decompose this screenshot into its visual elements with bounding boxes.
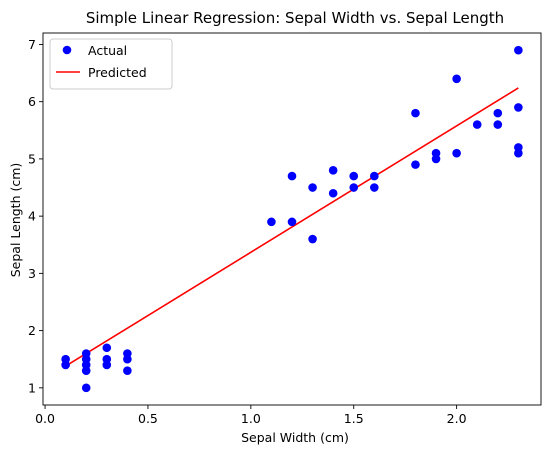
legend: Actual Predicted: [49, 38, 173, 90]
y-tick-label: 1: [28, 380, 36, 395]
x-tick-label: 1.5: [344, 411, 364, 426]
data-point: [349, 183, 359, 192]
data-point: [452, 148, 461, 158]
data-point: [514, 103, 523, 112]
legend-box: [49, 38, 173, 90]
plot-area: 0.0 0.5 1.0 1.5 2.0 1 2 3 4 5 6 7: [28, 32, 542, 426]
data-point: [514, 148, 523, 158]
data-point: [370, 183, 379, 192]
data-point: [287, 171, 297, 181]
regression-line: [65, 87, 519, 367]
data-point: [493, 108, 503, 118]
data-point: [123, 366, 132, 375]
data-point: [431, 154, 441, 164]
x-axis-label: Sepal Width (cm): [241, 430, 349, 445]
data-point: [123, 354, 132, 364]
y-tick-label: 5: [28, 151, 36, 166]
legend-marker-actual: [62, 45, 72, 55]
x-tick-label: 2.0: [447, 411, 467, 426]
data-point: [328, 166, 338, 175]
data-point: [514, 45, 523, 55]
legend-label-predicted: Predicted: [88, 65, 147, 80]
data-point: [328, 188, 338, 198]
data-point: [493, 120, 503, 129]
x-tick-label: 0.0: [35, 411, 55, 426]
data-point: [452, 74, 461, 84]
data-point: [308, 183, 317, 192]
data-point: [102, 343, 112, 353]
data-point: [349, 171, 359, 181]
data-point: [287, 217, 297, 227]
data-point: [472, 120, 482, 129]
y-tick-label: 4: [28, 209, 36, 224]
y-axis-label: Sepal Length (cm): [8, 163, 23, 278]
data-point: [267, 217, 276, 227]
plot-frame: [42, 32, 542, 406]
data-point: [411, 160, 420, 169]
data-point: [102, 360, 112, 370]
data-point: [370, 171, 379, 181]
y-tick-label: 7: [28, 37, 36, 52]
data-point: [81, 366, 91, 375]
y-tick-label: 6: [28, 94, 36, 109]
data-point: [411, 108, 420, 118]
data-point: [308, 234, 317, 244]
y-tick-label: 2: [28, 323, 36, 338]
chart-title: Simple Linear Regression: Sepal Width vs…: [86, 9, 504, 27]
x-tick-label: 1.0: [241, 411, 261, 426]
data-point: [61, 360, 70, 370]
data-point: [81, 383, 91, 393]
x-tick-label: 0.5: [138, 411, 158, 426]
legend-label-actual: Actual: [88, 43, 127, 58]
y-tick-label: 3: [28, 266, 36, 281]
